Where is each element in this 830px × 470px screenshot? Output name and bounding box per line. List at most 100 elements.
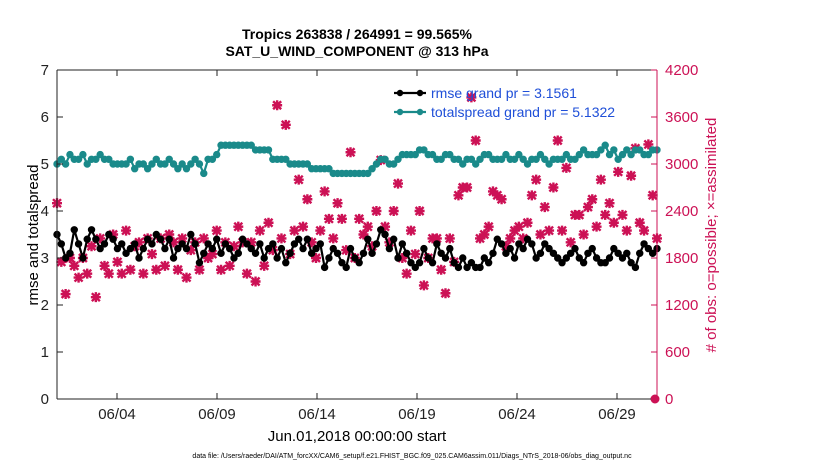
y-tick-label-left: 3 <box>41 250 49 267</box>
rmse-point <box>566 249 575 258</box>
y-axis-label-right: # of obs: o=possible; ×=assimilated <box>703 118 720 353</box>
rmse-point <box>407 259 415 267</box>
totalspread-point <box>105 155 113 164</box>
rmse-point <box>415 259 424 267</box>
rmse-point <box>359 249 368 258</box>
totalspread-point <box>484 150 493 159</box>
totalspread-point <box>247 141 255 149</box>
obs-assimilated-marker <box>414 206 425 216</box>
totalspread-point <box>394 155 402 164</box>
legend-label: rmse grand pr = 3.1561 <box>431 85 577 101</box>
obs-assimilated-marker <box>397 253 408 263</box>
rmse-point <box>161 244 169 253</box>
rmse-point <box>148 240 156 248</box>
obs-assimilated-marker <box>384 237 395 248</box>
rmse-point <box>290 240 299 248</box>
totalspread-point <box>61 160 70 168</box>
rmse-point <box>636 249 644 258</box>
obs-assimilated-marker <box>466 92 477 103</box>
obs-assimilated-marker <box>574 209 585 220</box>
rmse-point <box>264 244 273 253</box>
legend-marker <box>416 89 424 97</box>
x-tick-label: 06/19 <box>398 406 436 423</box>
totalspread-point <box>510 155 519 164</box>
y-tick-label-right: 2400 <box>665 203 698 220</box>
obs-assimilated-marker <box>86 241 97 252</box>
obs-assimilated-marker <box>539 202 550 213</box>
obs-assimilated-marker <box>108 229 119 240</box>
rmse-point <box>502 249 510 258</box>
totalspread-point <box>381 155 389 164</box>
obs-assimilated-marker <box>561 162 572 173</box>
rmse-point <box>200 249 208 258</box>
obs-assimilated-marker <box>138 268 149 279</box>
obs-assimilated-marker <box>531 174 542 185</box>
obs-assimilated-marker <box>362 221 373 232</box>
totalspread-point <box>282 155 290 164</box>
obs-assimilated-marker <box>595 174 606 185</box>
obs-assimilated-marker <box>557 225 568 236</box>
obs-assimilated-marker <box>168 237 179 248</box>
rmse-point <box>519 244 527 253</box>
chart-title: Tropics 263838 / 264991 = 99.565% <box>242 26 473 42</box>
y-axis-label-left: rmse and totalspread <box>25 165 42 306</box>
totalspread-point <box>476 155 484 164</box>
rmse-point <box>610 244 618 253</box>
rmse-point <box>234 249 242 258</box>
totalspread-point <box>579 146 588 154</box>
rmse-point <box>130 240 139 248</box>
totalspread-point <box>57 155 66 164</box>
y-tick-label-right: 0 <box>665 391 673 408</box>
rmse-point <box>126 244 135 253</box>
obs-assimilated-marker <box>280 119 291 130</box>
rmse-point <box>169 254 178 262</box>
rmse-point <box>446 244 454 253</box>
obs-assimilated-marker <box>276 233 287 244</box>
rmse-point <box>351 254 359 262</box>
rmse-point <box>273 254 281 262</box>
totalspread-point <box>519 155 527 164</box>
obs-assimilated-marker <box>198 233 209 244</box>
obs-assimilated-marker <box>328 233 339 244</box>
obs-assimilated-marker <box>82 268 93 279</box>
y-tick-label-left: 0 <box>41 391 49 408</box>
rmse-point <box>312 244 320 253</box>
obs-assimilated-marker <box>151 264 162 275</box>
obs-assimilated-marker <box>211 225 222 236</box>
totalspread-point <box>165 155 173 164</box>
obs-assimilated-marker <box>224 260 235 271</box>
legend-marker <box>396 89 404 97</box>
totalspread-point <box>364 169 372 178</box>
obs-assimilated-marker <box>310 253 321 263</box>
rmse-point <box>558 259 566 267</box>
x-tick-label: 06/09 <box>198 406 236 423</box>
rmse-point <box>402 249 411 258</box>
obs-assimilated-marker <box>505 233 516 244</box>
obs-assimilated-marker <box>582 202 593 213</box>
totalspread-point <box>515 150 523 159</box>
totalspread-point <box>96 150 104 159</box>
obs-assimilated-marker <box>254 225 265 236</box>
obs-assimilated-marker <box>367 241 378 252</box>
totalspread-point <box>411 150 419 159</box>
obs-assimilated-marker <box>548 182 559 193</box>
rmse-point <box>87 226 96 234</box>
rmse-point <box>450 259 458 267</box>
y-tick-label-left: 6 <box>41 109 49 126</box>
rmse-point <box>411 263 419 272</box>
rmse-point <box>213 235 221 243</box>
obs-assimilated-marker <box>535 229 546 240</box>
totalspread-point <box>148 160 156 168</box>
obs-assimilated-marker <box>263 217 274 228</box>
totalspread-point <box>601 141 609 149</box>
obs-assimilated-marker <box>492 190 503 201</box>
obs-assimilated-marker <box>146 249 157 260</box>
totalspread-point <box>174 165 182 173</box>
rmse-point <box>70 226 78 234</box>
x-tick-label: 06/14 <box>298 406 336 423</box>
obs-assimilated-marker <box>591 221 602 232</box>
rmse-point <box>428 259 437 267</box>
rmse-point <box>295 235 303 243</box>
legend-marker <box>396 108 404 116</box>
